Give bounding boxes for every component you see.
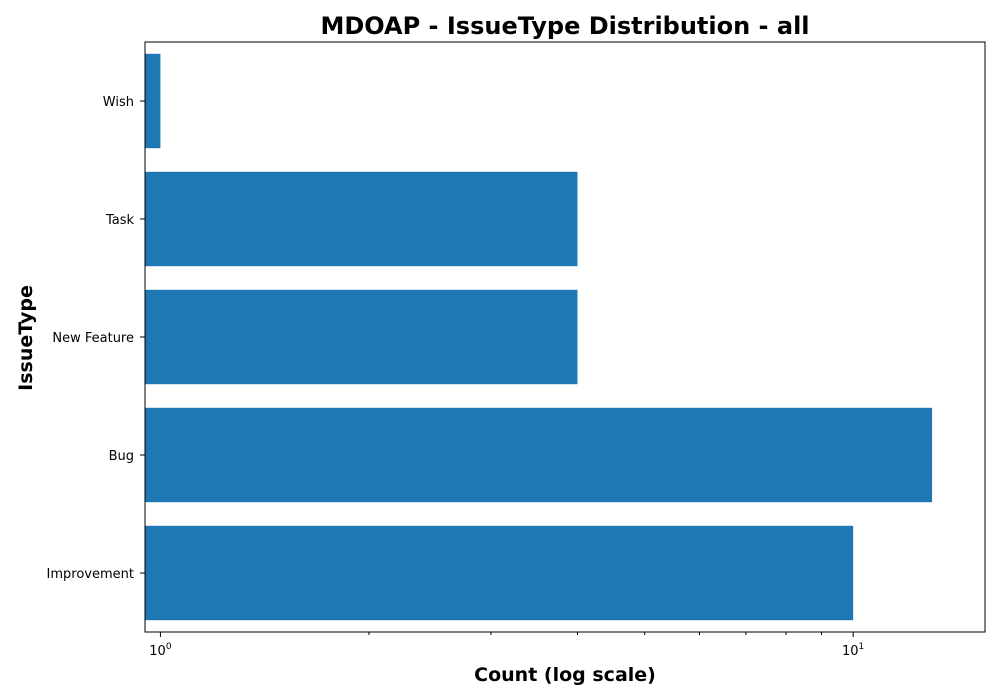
x-axis-label: Count (log scale)	[474, 664, 656, 686]
plot-frame	[144, 41, 986, 633]
y-tick-label-bug: Bug	[109, 449, 134, 464]
bar-bug	[145, 407, 933, 503]
y-axis-label: IssueType	[15, 285, 37, 391]
x-axis: 100 101	[149, 632, 864, 659]
bar-improvement	[145, 525, 854, 621]
chart-title: MDOAP - IssueType Distribution - all	[320, 12, 809, 40]
bar-wish	[145, 53, 161, 149]
y-tick-label-new-feature: New Feature	[52, 331, 134, 346]
y-tick-label-wish: Wish	[103, 95, 134, 110]
bars-layer	[145, 53, 933, 621]
x-tick-label: 101	[842, 642, 864, 659]
x-tick-label: 100	[149, 642, 172, 659]
bar-task	[145, 171, 578, 267]
y-tick-label-improvement: Improvement	[47, 567, 134, 582]
bar-new-feature	[145, 289, 578, 385]
y-axis: Improvement Bug New Feature Task Wish	[47, 95, 145, 582]
y-tick-label-task: Task	[105, 213, 135, 228]
